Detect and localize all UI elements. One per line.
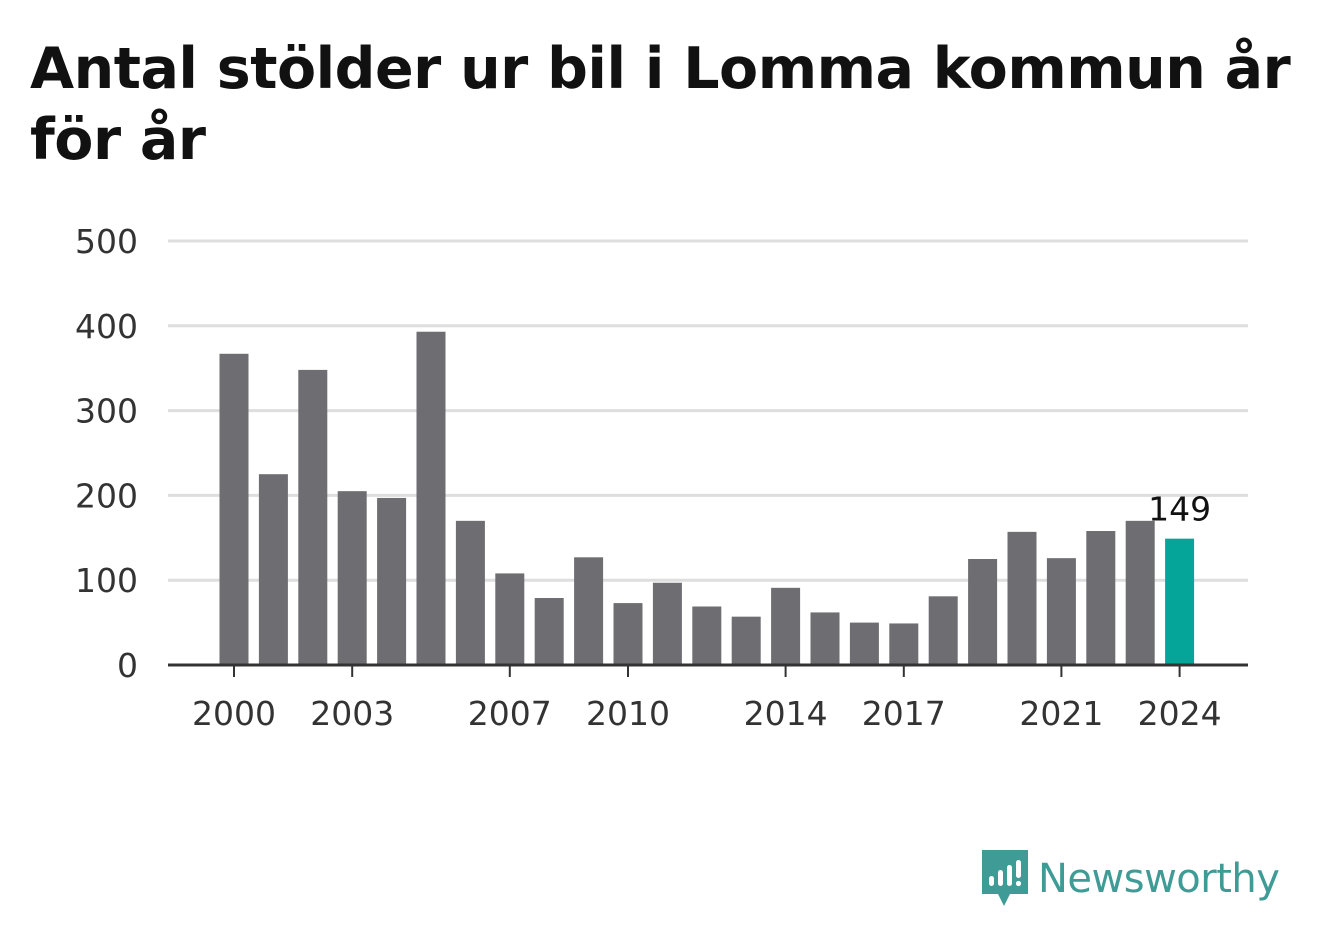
bar-2007 (495, 573, 525, 665)
bar-2015 (810, 612, 840, 665)
newsworthy-logo-icon (982, 850, 1028, 906)
y-tick-label-0: 0 (117, 646, 138, 685)
x-axis-labels: 2000 2003 2007 2010 2014 2017 2021 2024 (192, 694, 1222, 733)
bar-2018 (928, 596, 958, 665)
bar-2002 (298, 369, 328, 665)
brand-logo: Newsworthy (980, 848, 1280, 910)
brand-name: Newsworthy (1038, 856, 1280, 902)
chart-title: Antal stölder ur bil i Lomma kommun år f… (30, 36, 1291, 173)
bar-2001 (258, 474, 288, 665)
bar-2010 (613, 603, 643, 665)
bar-2000 (219, 353, 249, 665)
x-tick-label-2007: 2007 (468, 694, 552, 733)
bar-2005 (416, 331, 446, 665)
bar-2016 (849, 622, 879, 665)
bar-2022 (1086, 531, 1116, 665)
bar-2013 (731, 616, 761, 665)
bar-2021 (1046, 558, 1076, 665)
bar-2020 (1007, 531, 1037, 665)
bar-2011 (652, 582, 682, 665)
bar-2017 (889, 623, 919, 665)
y-axis-labels: 0 100 200 300 400 500 (75, 222, 138, 685)
x-tick-label-2024: 2024 (1138, 694, 1222, 733)
bar-2006 (455, 520, 485, 665)
y-tick-label-100: 100 (75, 561, 138, 600)
bar-2008 (534, 598, 564, 665)
bar-2014 (771, 587, 801, 665)
x-axis (168, 663, 1248, 677)
bar-2009 (574, 557, 604, 665)
bar-2012 (692, 606, 722, 665)
y-tick-label-400: 400 (75, 307, 138, 346)
y-tick-label-200: 200 (75, 476, 138, 515)
x-tick-label-2021: 2021 (1019, 694, 1103, 733)
x-tick-label-2000: 2000 (192, 694, 276, 733)
y-tick-label-500: 500 (75, 222, 138, 261)
x-tick-label-2017: 2017 (862, 694, 946, 733)
gridlines (168, 239, 1248, 582)
bars (219, 331, 1195, 665)
x-tick-label-2003: 2003 (310, 694, 394, 733)
y-tick-label-300: 300 (75, 392, 138, 431)
data-label-2024: 149 (1148, 490, 1211, 529)
bar-2019 (968, 559, 998, 665)
bar-2023 (1125, 520, 1155, 665)
annotations: 149 (1148, 490, 1211, 529)
bar-2004 (377, 497, 407, 665)
x-tick-label-2010: 2010 (586, 694, 670, 733)
bar-2003 (337, 491, 367, 665)
bar-2024 (1165, 538, 1195, 665)
x-tick-label-2014: 2014 (744, 694, 828, 733)
